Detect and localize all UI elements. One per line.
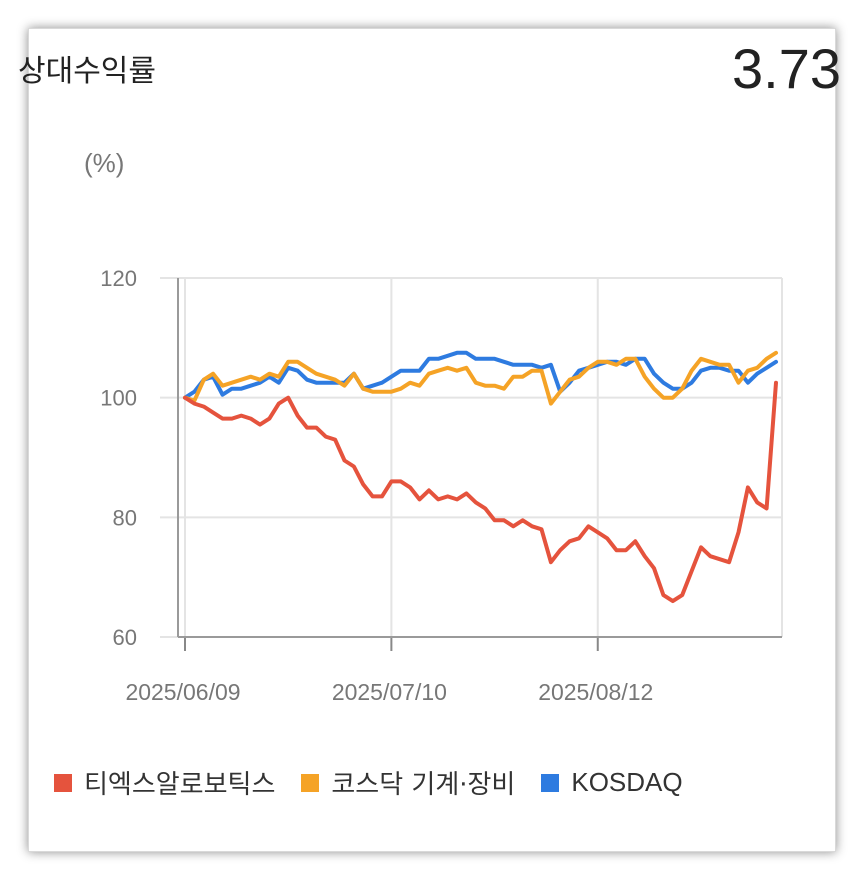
y-tick-label: 100 (100, 386, 137, 411)
legend-item-kosdaq: KOSDAQ (541, 767, 683, 798)
legend-label-kosdaq: KOSDAQ (571, 767, 683, 797)
plot-area (178, 278, 782, 637)
return-value: 3.73 (732, 37, 841, 100)
y-tick-label: 120 (100, 266, 137, 291)
series-line-txrobotics (183, 380, 778, 604)
legend-swatch-kosdaq (541, 773, 560, 792)
x-tick-label: 2025/07/10 (332, 679, 447, 705)
x-tick-label: 2025/06/09 (125, 679, 240, 705)
series-line-kosdaq (183, 350, 778, 400)
legend-label-txrobotics: 티엑스알로보틱스 (84, 770, 276, 800)
legend-label-kosdaq-machinery: 코스닥 기계·장비 (331, 770, 516, 800)
legend-swatch-kosdaq-machinery (301, 773, 320, 792)
series-line-kosdaq-machinery (183, 350, 778, 406)
legend-item-kosdaq-machinery: 코스닥 기계·장비 (301, 764, 515, 801)
x-tick-label: 2025/08/12 (538, 679, 653, 705)
y-unit-label: (%) (84, 148, 125, 178)
legend-swatch-txrobotics (54, 773, 72, 792)
card-title: 상대수익률 (18, 54, 156, 89)
y-tick-label: 80 (113, 505, 137, 530)
y-tick-label: 60 (113, 625, 137, 650)
legend-item-txrobotics: 티엑스알로보틱스 (54, 764, 275, 801)
legend: 티엑스알로보틱스 코스닥 기계·장비 KOSDAQ (54, 764, 709, 801)
